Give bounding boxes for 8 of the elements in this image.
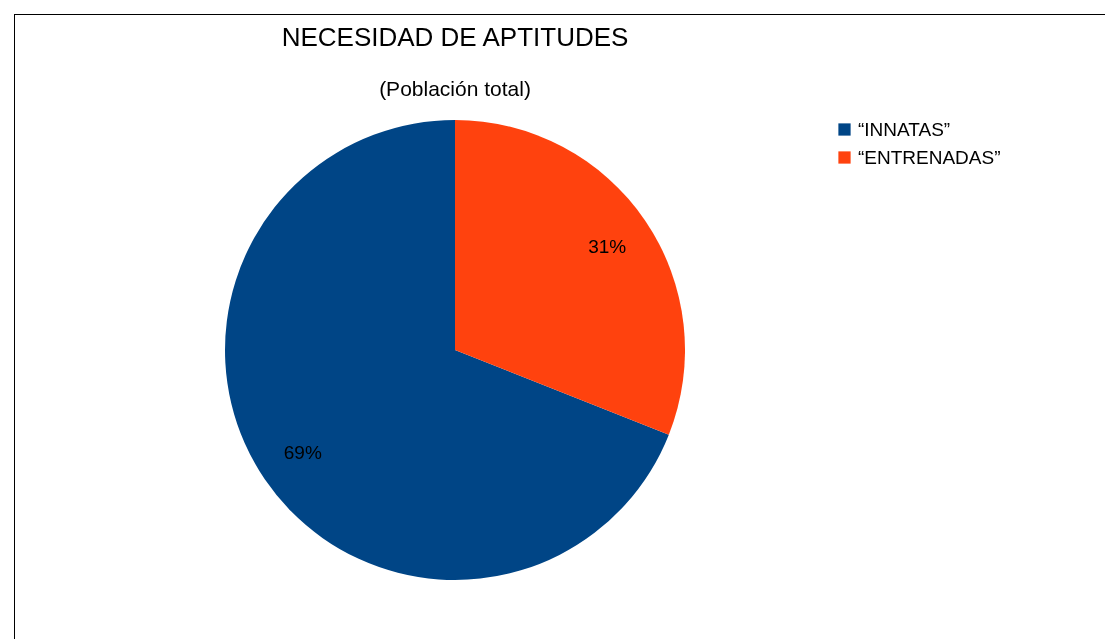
data-label: 31% bbox=[588, 235, 627, 257]
chart-subtitle: (Población total) bbox=[379, 77, 531, 100]
pie-slice bbox=[455, 120, 685, 435]
chart-title: NECESIDAD DE APTITUDES bbox=[281, 22, 629, 52]
legend-label: “ENTRENADAS” bbox=[858, 146, 1001, 168]
legend-label: “INNATAS” bbox=[858, 118, 951, 140]
pie-slice bbox=[225, 120, 669, 580]
data-label: 69% bbox=[283, 442, 322, 464]
